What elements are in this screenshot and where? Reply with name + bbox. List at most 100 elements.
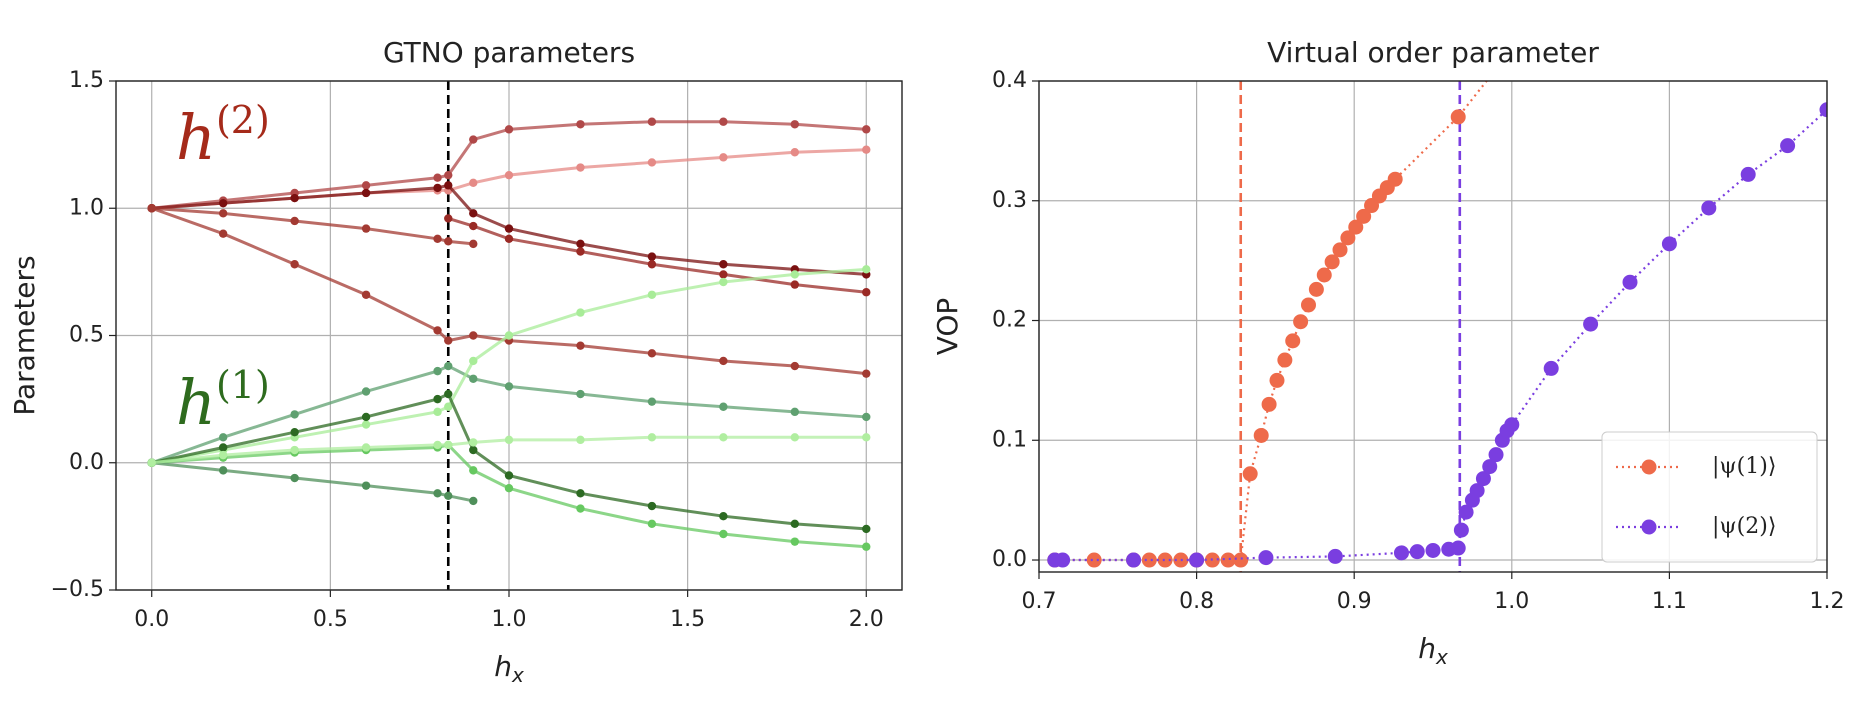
data-point (504, 234, 514, 243)
plot-area (147, 117, 871, 551)
data-point (862, 265, 871, 274)
y-tick-label: 0.4 (992, 68, 1027, 93)
legend-label: |ψ(1)⟩ (1712, 454, 1776, 479)
data-point (504, 484, 514, 493)
annotation-sup: (2) (216, 98, 270, 142)
chart-title: Virtual order parameter (1267, 36, 1599, 69)
data-point (469, 135, 478, 144)
y-tick-label: 0.2 (992, 308, 1027, 333)
data-point (361, 443, 371, 452)
legend-box (1601, 431, 1818, 563)
y-tick-label: −0.5 (51, 577, 104, 602)
y-axis-label: VOP (931, 298, 964, 356)
data-point (1316, 267, 1332, 283)
data-point (444, 361, 453, 371)
data-point (576, 247, 585, 256)
data-point (1425, 542, 1441, 558)
data-point (1258, 550, 1274, 566)
data-point (469, 374, 478, 383)
y-tick-label: 1.0 (69, 195, 104, 220)
legend-label: |ψ(2)⟩ (1712, 514, 1776, 539)
data-point (218, 443, 228, 452)
data-point (647, 501, 657, 511)
data-point (1332, 242, 1348, 258)
data-point (444, 181, 453, 190)
series-line (151, 461, 474, 503)
data-point (1324, 254, 1340, 270)
x-tick-label: 1.5 (670, 607, 705, 632)
data-point (719, 153, 728, 162)
data-point (647, 158, 657, 167)
data-point (862, 288, 871, 297)
data-point (469, 239, 478, 249)
data-point (1387, 171, 1403, 187)
x-axis-label-main: h (494, 650, 512, 683)
legend-marker (1641, 519, 1657, 535)
data-point (433, 407, 442, 417)
data-point (433, 394, 442, 404)
data-point (361, 481, 371, 490)
data-point (504, 170, 514, 180)
data-point (647, 519, 657, 529)
data-point (444, 237, 453, 246)
data-point (790, 433, 800, 442)
data-point (790, 120, 800, 129)
x-axis-label-sub: x (511, 663, 524, 687)
data-point (647, 349, 657, 358)
data-point (361, 387, 371, 396)
data-point (1308, 281, 1324, 297)
data-point (1504, 417, 1520, 433)
data-point (469, 496, 478, 506)
data-point (862, 524, 871, 534)
data-point (576, 341, 585, 350)
data-point (1261, 396, 1277, 412)
x-tick-label: 0.0 (134, 607, 169, 632)
data-point (862, 412, 871, 422)
x-axis-label: hx (1418, 632, 1448, 669)
x-tick-label: 0.7 (1022, 589, 1057, 614)
x-tick-label: 1.2 (1810, 589, 1845, 614)
data-point (1453, 522, 1469, 538)
data-point (433, 366, 442, 376)
x-tick-label: 2.0 (849, 607, 884, 632)
x-tick-label: 0.8 (1179, 589, 1214, 614)
annotation: h(2) (176, 98, 270, 175)
data-point (790, 148, 800, 157)
data-point (1086, 552, 1102, 568)
data-point (647, 290, 657, 299)
data-point (469, 438, 478, 447)
data-point (433, 440, 442, 450)
series-line (447, 216, 867, 294)
data-point (719, 117, 728, 126)
data-point (1220, 552, 1236, 568)
data-point (1475, 471, 1491, 487)
data-point (504, 382, 514, 391)
annotation-text: h (176, 101, 216, 174)
data-point (1356, 208, 1372, 224)
data-point (1126, 552, 1142, 568)
data-point (290, 193, 299, 203)
data-point (719, 433, 728, 442)
data-point (1055, 552, 1071, 568)
data-point (719, 402, 728, 411)
data-point (469, 178, 478, 187)
data-point (469, 466, 478, 475)
axes-frame (1038, 80, 1828, 573)
data-point (433, 173, 442, 182)
data-point (862, 433, 871, 442)
data-point (790, 519, 800, 529)
annotation: h(1) (176, 363, 270, 440)
data-point (290, 260, 299, 269)
data-point (719, 260, 728, 269)
data-point (790, 280, 800, 289)
data-point (790, 270, 800, 279)
data-point (290, 445, 299, 455)
data-point (147, 204, 156, 213)
data-point (647, 397, 657, 406)
data-point (1488, 447, 1504, 463)
data-point (504, 435, 514, 445)
data-point (719, 277, 728, 287)
data-point (1622, 274, 1638, 290)
data-point (1293, 314, 1309, 330)
data-point (444, 336, 453, 345)
